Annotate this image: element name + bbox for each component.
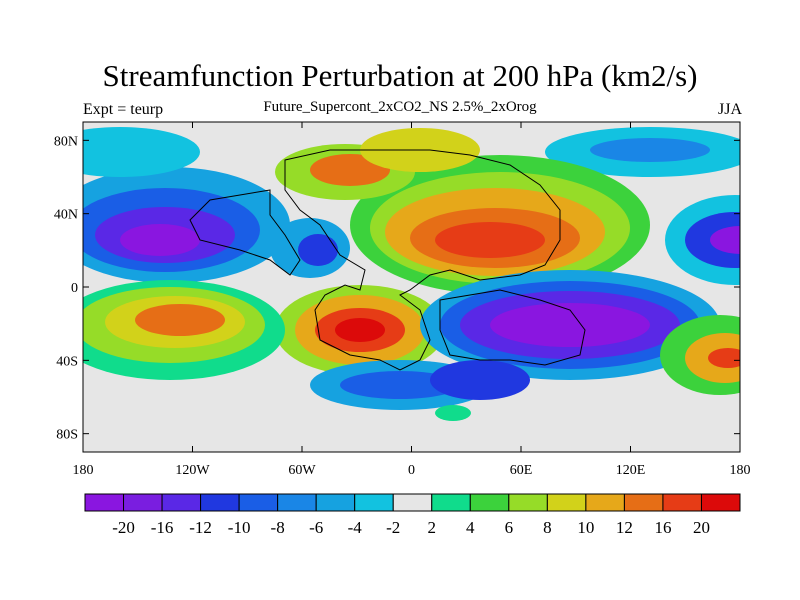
- x-tick-label: 120E: [616, 463, 646, 478]
- colorbar-swatch: [662, 493, 702, 512]
- colorbar-label: 10: [577, 518, 594, 537]
- y-tick-label: 40S: [56, 354, 78, 369]
- colorbar-swatch: [238, 493, 279, 512]
- colorbar-swatch: [315, 493, 356, 512]
- colorbar-label: 4: [466, 518, 475, 537]
- season-label: JJA: [717, 101, 742, 118]
- colorbar-swatch: [354, 493, 394, 512]
- colorbar-swatch: [585, 493, 625, 512]
- colorbar-swatch: [392, 493, 433, 512]
- y-tick-label: 80S: [56, 428, 78, 443]
- colorbar-label: 8: [543, 518, 552, 537]
- colorbar-label: 2: [428, 518, 437, 537]
- colorbar-label: 20: [693, 518, 710, 537]
- streamfunction-field: [83, 122, 740, 452]
- y-tick-label: 40N: [54, 208, 78, 223]
- colorbar-swatch: [508, 493, 548, 512]
- x-tick-label: 180: [73, 463, 94, 478]
- colorbar-label: 16: [654, 518, 671, 537]
- colorbar-label: 12: [616, 518, 633, 537]
- x-tick-label: 180: [730, 463, 751, 478]
- y-tick-label: 80N: [54, 134, 78, 149]
- colorbar-swatch: [623, 493, 664, 512]
- continent-outline: [189, 149, 586, 371]
- experiment-label: Expt = teurp: [83, 101, 164, 118]
- y-axis: 80N 40N 0 40S 80S: [54, 134, 740, 443]
- map-title: Streamfunction Perturbation at 200 hPa (…: [102, 58, 698, 93]
- colorbar-label: -16: [151, 518, 174, 537]
- colorbar-label: -4: [348, 518, 363, 537]
- colorbar-swatch: [431, 493, 471, 512]
- colorbar-swatch: [277, 493, 317, 512]
- colorbar-label: -8: [271, 518, 285, 537]
- colorbar-swatch: [161, 493, 202, 512]
- x-tick-label: 0: [408, 463, 415, 478]
- colorbar-swatch: [469, 493, 510, 512]
- colorbar-swatch: [700, 493, 741, 512]
- colorbar-label: -12: [189, 518, 212, 537]
- colorbar-label: -20: [112, 518, 135, 537]
- x-axis: 180 120W 60W 0 60E 120E 180: [73, 122, 751, 478]
- experiment-subtitle: Future_Supercont_2xCO2_NS 2.5%_2xOrog: [263, 99, 537, 115]
- colorbar-swatch: [84, 493, 125, 512]
- colorbar-label: -6: [309, 518, 323, 537]
- colorbar-swatch: [123, 493, 163, 512]
- x-tick-label: 60W: [288, 463, 316, 478]
- x-tick-label: 60E: [510, 463, 533, 478]
- y-tick-label: 0: [71, 281, 78, 296]
- colorbar-swatch: [546, 493, 587, 512]
- colorbar-label: -10: [228, 518, 251, 537]
- colorbar-swatch: [200, 493, 240, 512]
- colorbar: -20 -16 -12 -10 -8 -6 -4 -2 2 4 6 8 10 12 16 20: [84, 493, 741, 537]
- colorbar-label: 6: [505, 518, 514, 537]
- colorbar-label: -2: [386, 518, 400, 537]
- x-tick-label: 120W: [175, 463, 210, 478]
